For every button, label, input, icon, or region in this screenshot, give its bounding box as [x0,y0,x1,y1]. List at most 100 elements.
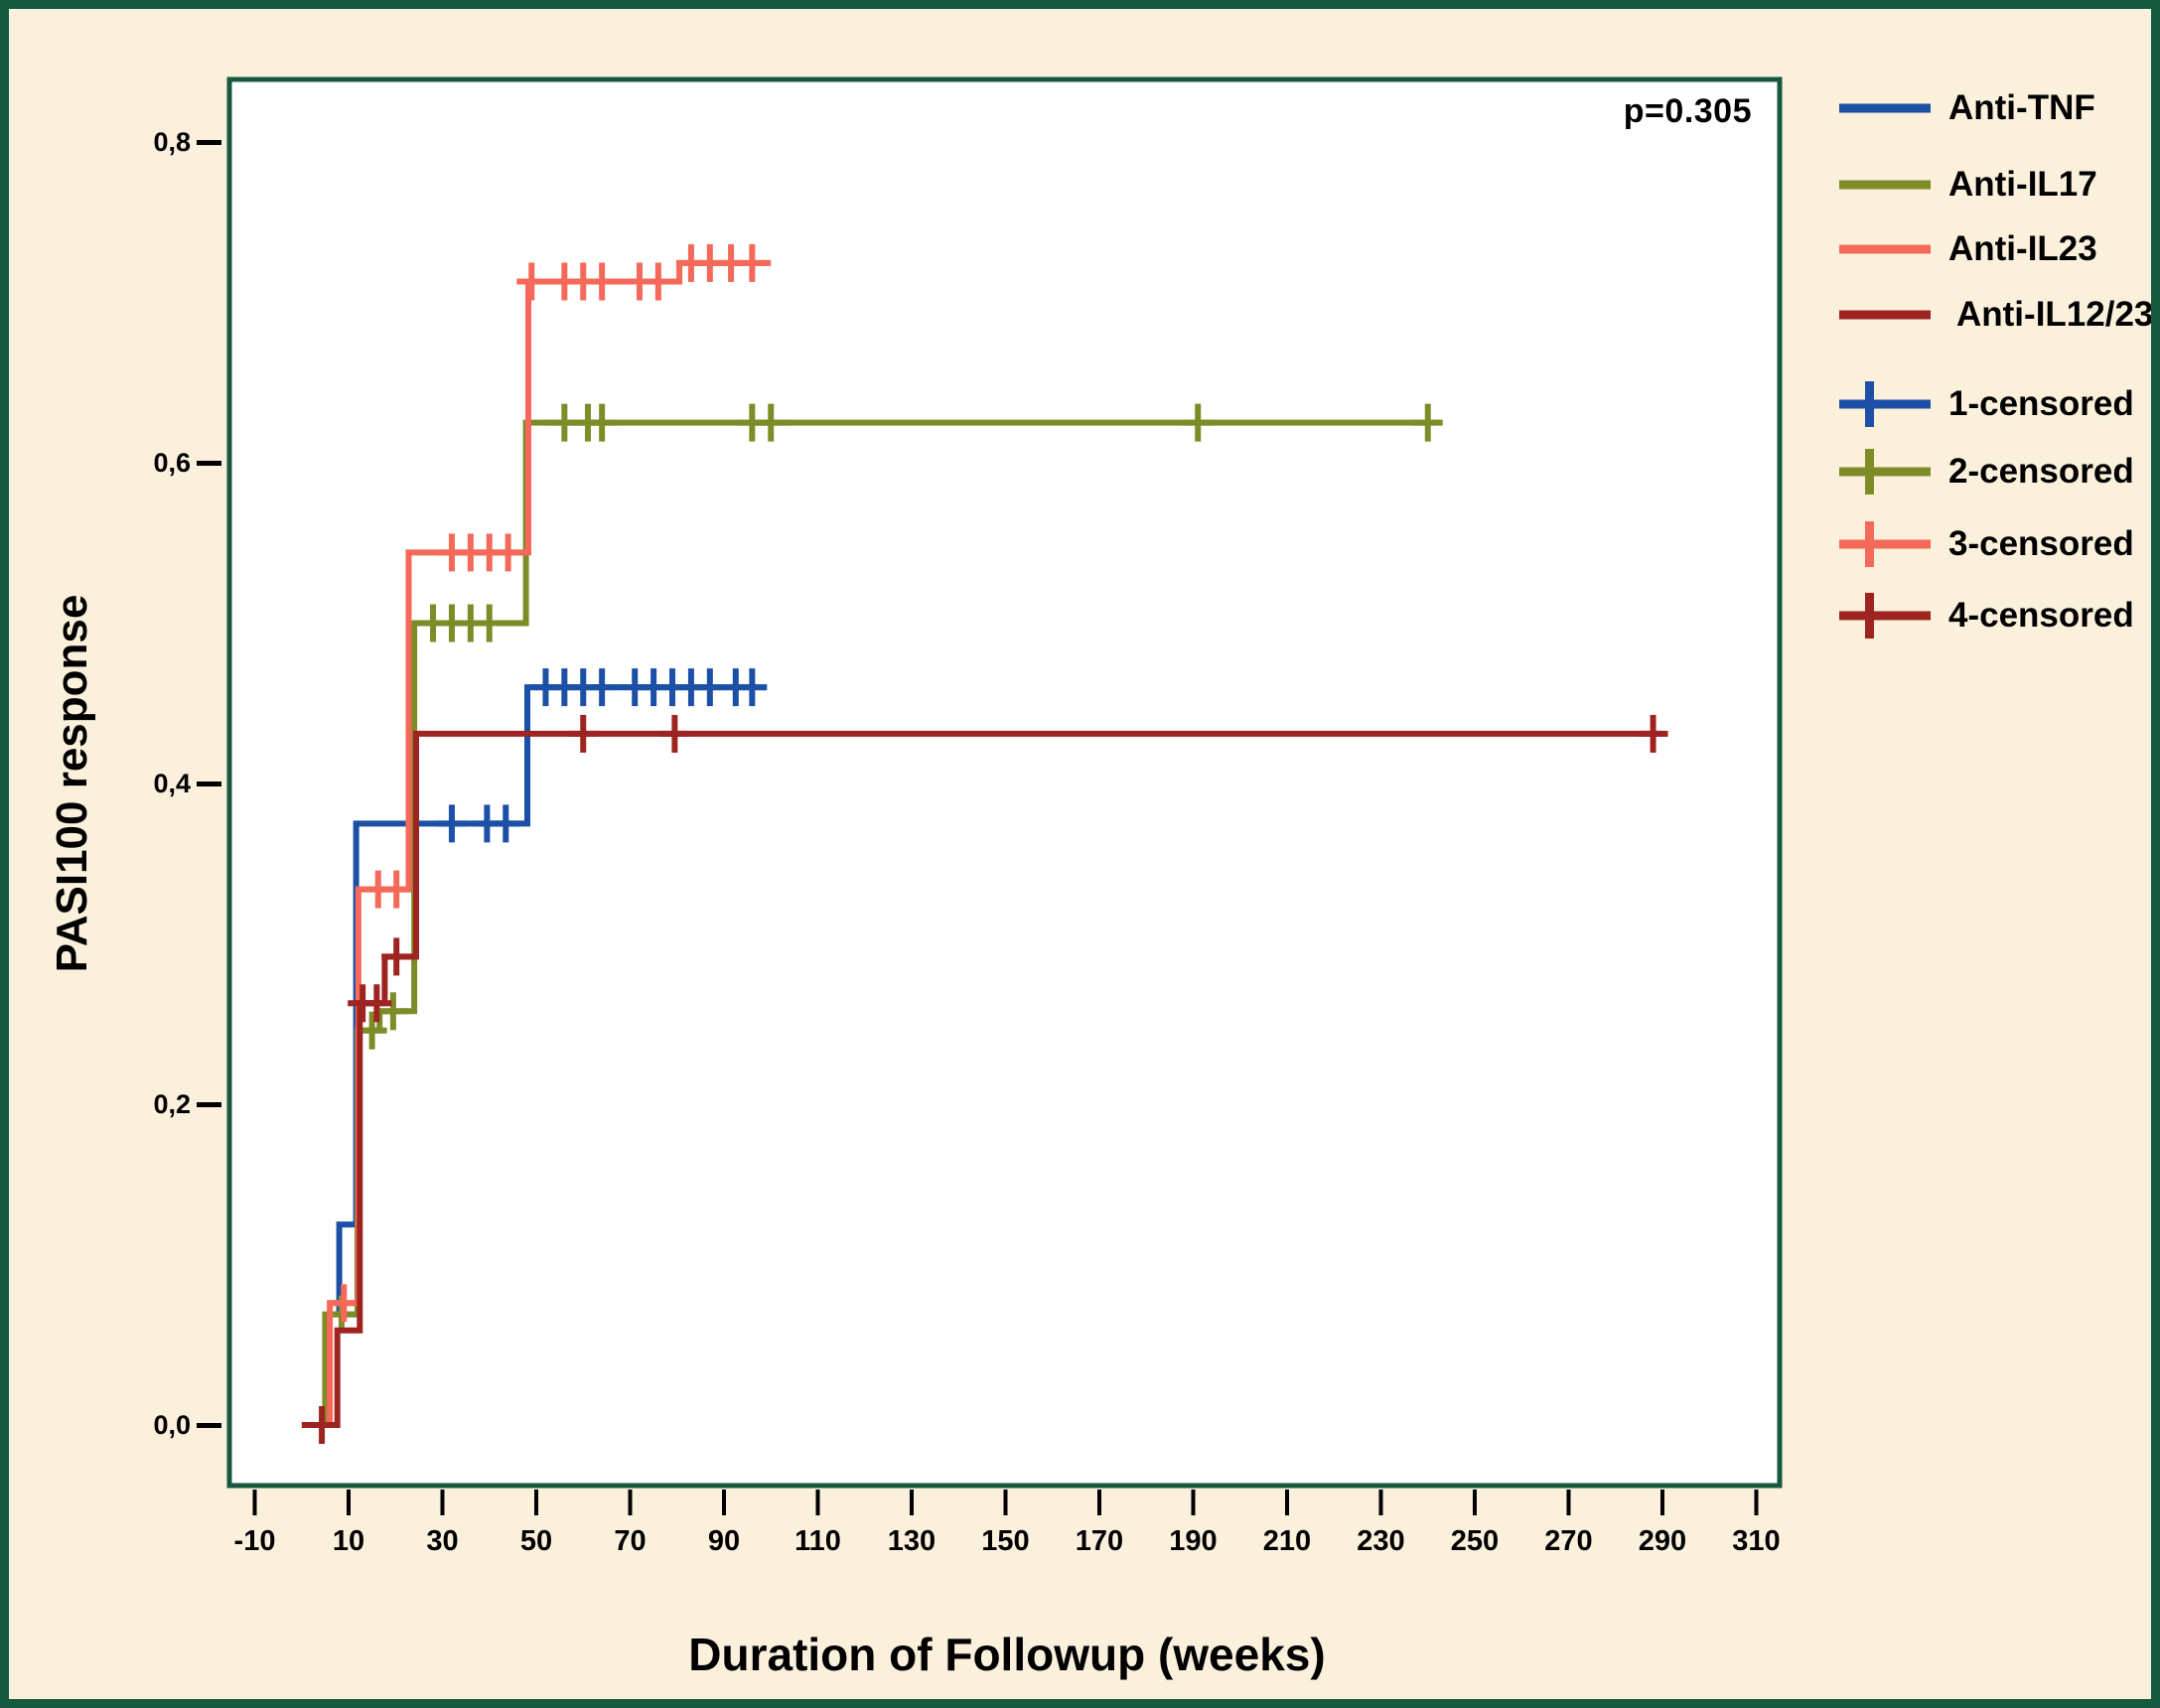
y-tick-mark [197,1102,221,1107]
x-tick-label: 250 [1450,1525,1500,1557]
x-tick-label: 210 [1262,1525,1312,1557]
censor-mark [675,684,706,691]
legend-label: Anti-IL17 [1948,165,2097,204]
p-value-annotation: p=0.305 [1623,92,1752,130]
x-tick-mark [1473,1490,1477,1515]
censor-mark [362,886,393,893]
x-tick-label: 130 [887,1525,936,1557]
censor-mark [756,419,787,426]
censor-mark [620,684,650,691]
censor-mark [737,259,768,266]
line-swatch-icon [1839,103,1931,113]
y-tick-label: 0,2 [153,1089,191,1119]
censor-mark [307,1422,338,1428]
censor-mark [720,684,751,691]
censored-swatch-icon [1839,381,1931,427]
y-tick-label: 0,6 [153,448,191,478]
legend-item-3-censored: 3-censored [1839,518,2134,570]
x-tick-label: 170 [1075,1525,1124,1557]
line-swatch-icon [1839,244,1931,254]
censor-mark [436,820,467,827]
censor-mark [530,684,561,691]
censor-mark [381,953,412,960]
y-tick-label: 0,0 [153,1410,191,1440]
legend-label: 3-censored [1948,524,2134,563]
censor-mark [639,684,669,691]
x-tick-label: 110 [794,1525,841,1557]
legend-item-anti-il23: Anti-IL23 [1839,223,2097,275]
x-tick-label: 230 [1357,1525,1405,1557]
legend-label: Anti-TNF [1948,88,2095,127]
censor-mark [491,820,521,827]
legend-item-1-censored: 1-censored [1839,378,2134,430]
x-tick-mark [1191,1490,1196,1515]
x-tick-mark [1660,1490,1664,1515]
x-tick-mark [1378,1490,1383,1515]
x-tick-mark [1285,1490,1289,1515]
censor-mark [329,1300,360,1307]
legend-label: 1-censored [1948,384,2134,423]
x-tick-mark [910,1490,914,1515]
legend-label: 2-censored [1948,452,2134,491]
legend-label: Anti-IL12/23 [1956,295,2154,334]
legend-item-anti-il17: Anti-IL17 [1839,159,2097,211]
censor-mark [624,278,654,285]
x-tick-label: -10 [233,1525,276,1557]
censor-mark [587,278,618,285]
censor-mark [737,419,768,426]
censor-mark [716,259,747,266]
line-swatch-icon [1839,310,1931,320]
censor-mark [455,549,486,556]
censor-mark [516,278,547,285]
y-tick-label: 0,4 [153,769,191,798]
x-tick-label: 290 [1638,1525,1687,1557]
legend-item-2-censored: 2-censored [1839,446,2134,498]
x-tick-label: 90 [707,1525,741,1557]
censor-mark [418,620,449,627]
line-swatch-icon [1839,180,1931,190]
x-tick-mark [440,1490,445,1515]
censor-mark [377,1008,408,1015]
legend-item-4-censored: 4-censored [1839,590,2134,641]
censor-mark [659,730,690,737]
x-tick-mark [534,1490,538,1515]
y-tick-mark [197,782,221,786]
censor-mark [568,278,599,285]
censor-mark [455,620,486,627]
censor-mark [436,620,467,627]
x-tick-mark [252,1490,257,1515]
x-tick-mark [1097,1490,1101,1515]
km-chart [197,76,1783,1515]
censor-mark [474,549,504,556]
x-tick-mark [722,1490,726,1515]
y-tick-label: 0,8 [153,127,191,157]
censor-mark [587,684,618,691]
x-tick-label: 310 [1732,1525,1781,1557]
censor-mark [587,419,618,426]
censor-mark [474,620,504,627]
censor-mark [361,1000,392,1007]
censor-mark [1412,419,1443,426]
x-tick-mark [347,1490,351,1515]
x-tick-label: 190 [1169,1525,1218,1557]
x-tick-mark [1566,1490,1571,1515]
censor-mark [675,259,706,266]
censor-mark [694,684,725,691]
x-axis-title: Duration of Followup (weeks) [688,1629,1326,1680]
y-tick-mark [197,140,221,145]
x-tick-label: 270 [1544,1525,1593,1557]
censor-mark [643,278,673,285]
x-tick-label: 70 [614,1525,647,1557]
censored-swatch-icon [1839,521,1931,567]
x-tick-label: 10 [332,1525,365,1557]
censor-mark [737,684,768,691]
censor-mark [493,549,523,556]
x-tick-label: 50 [519,1525,553,1557]
series-Anti-TNF [336,684,767,1317]
censor-mark [549,278,580,285]
censor-mark [1638,730,1668,737]
censor-mark [694,259,725,266]
censor-mark [472,820,503,827]
y-tick-mark [197,461,221,466]
